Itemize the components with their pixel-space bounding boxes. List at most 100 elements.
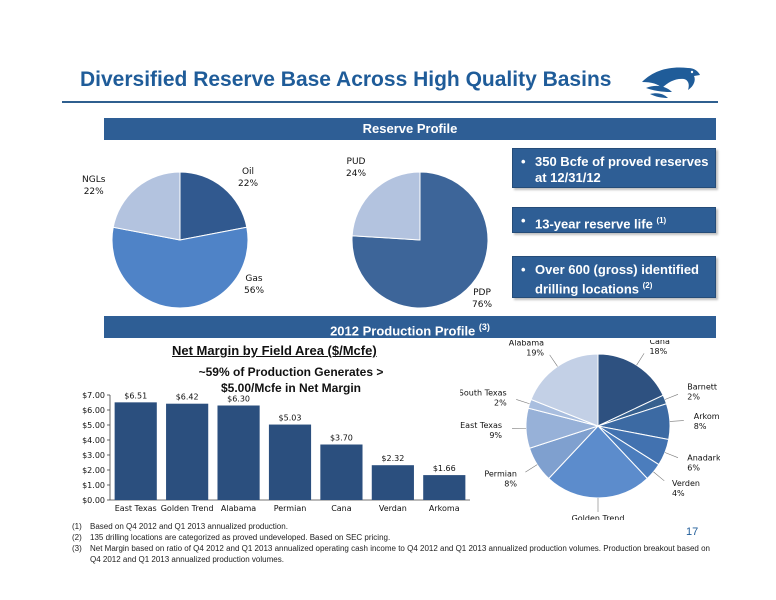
x-tick-label: Arkoma <box>429 504 460 513</box>
pie-label-gas: Gas 56% <box>244 273 264 297</box>
eagle-logo-icon <box>642 67 700 98</box>
leader-line <box>669 420 684 422</box>
pie-label-oil-name: Oil <box>241 167 255 177</box>
x-tick-label: Alabama <box>221 504 256 513</box>
slice-label-south-texas: South Texas <box>460 388 507 397</box>
callout-footnote-ref: (2) <box>642 281 653 290</box>
pie-label-oil-value: 22% <box>238 179 259 189</box>
slice-value-south-texas: 2% <box>494 398 507 407</box>
production-profile-footnote-ref: (3) <box>478 322 490 332</box>
commodity-mix-pie-chart <box>111 171 249 309</box>
callout-bullet: • <box>521 262 526 277</box>
y-tick-label: $3.00 <box>82 451 105 460</box>
callout-bullet: • <box>521 154 526 169</box>
footnote-text: Based on Q4 2012 and Q1 2013 annualized … <box>90 522 288 531</box>
footnote-3: (3) Net Margin based on ratio of Q4 2012… <box>72 543 712 565</box>
pie-label-pud-value: 24% <box>346 169 367 179</box>
leader-line <box>664 452 679 458</box>
slice-value-permian: 8% <box>504 479 517 488</box>
callout-text: 350 Bcfe of proved reserves at 12/31/12 <box>535 154 709 185</box>
leader-line <box>664 394 679 400</box>
production-profile-band: 2012 Production Profile (3) <box>104 316 716 338</box>
slice-label-verden: Verden <box>672 479 700 488</box>
bar-value-label: $6.51 <box>124 391 147 400</box>
footnotes: (1) Based on Q4 2012 and Q1 2013 annuali… <box>72 521 712 565</box>
callout-text: 13-year reserve life <box>535 216 653 232</box>
bar-value-label: $3.70 <box>330 434 353 443</box>
pie-label-ngls-name: NGLs <box>82 175 106 185</box>
pie-label-pud: PUD 24% <box>346 156 366 180</box>
page-number: 17 <box>686 526 699 538</box>
bar-golden-trend <box>166 403 209 500</box>
leader-line <box>549 354 558 367</box>
footnote-text: 135 drilling locations are categorized a… <box>90 533 391 542</box>
production-pie-slice-alabama <box>530 353 599 427</box>
pie-label-ngls-value: 22% <box>83 187 104 197</box>
slice-label-barnett: Barnett <box>687 383 717 392</box>
slice-label-cana: Cana <box>649 340 670 346</box>
slice-value-barnett: 2% <box>687 393 700 402</box>
slice-label-permian: Permian <box>484 469 517 478</box>
slice-label-arkoma: Arkoma <box>694 412 720 421</box>
bar-arkoma <box>423 475 466 500</box>
y-tick-label: $0.00 <box>82 496 105 505</box>
bar-east-texas <box>114 402 157 500</box>
y-tick-label: $2.00 <box>82 466 105 475</box>
net-margin-bar-chart: $0.00 $1.00 $2.00 $3.00 $4.00 $5.00 $6.00 $7.00… <box>82 391 470 513</box>
bar-value-label: $5.03 <box>279 414 302 423</box>
footnote-text: Net Margin based on ratio of Q4 2012 and… <box>90 544 710 564</box>
bar-cana <box>320 444 363 500</box>
callout-text: Over 600 (gross) identified drilling loc… <box>535 262 699 297</box>
slice-label-east-texas: East Texas <box>460 421 502 430</box>
callout-proved-reserves: • 350 Bcfe of proved reserves at 12/31/1… <box>512 148 716 188</box>
slice-label-anadarko: Anadarko <box>687 453 720 462</box>
callout-reserve-life: • 13-year reserve life (1) <box>512 207 716 233</box>
commodity-pie-slice-gas <box>111 226 249 309</box>
bar-value-label: $1.66 <box>433 464 456 473</box>
y-tick-label: $7.00 <box>82 391 105 400</box>
callout-footnote-ref: (1) <box>656 216 667 225</box>
net-margin-chart-subtitle: ~59% of Production Generates > $5.00/Mcf… <box>198 365 384 395</box>
slice-label-golden-trend: Golden Trend <box>572 514 625 520</box>
pie-label-ngls: NGLs 22% <box>82 174 105 198</box>
production-profile-title: 2012 Production Profile <box>330 323 476 339</box>
bar-value-label: $6.42 <box>176 393 199 402</box>
pie-label-gas-value: 56% <box>244 286 265 296</box>
reserve-profile-title: Reserve Profile <box>362 121 458 136</box>
pie-label-pdp-name: PDP <box>473 288 491 298</box>
bar-value-label: $6.30 <box>227 395 250 404</box>
callout-bullet: • <box>521 213 526 228</box>
bar-value-label: $2.32 <box>381 454 404 463</box>
bar-verdan <box>371 465 414 500</box>
footnote-2: (2) 135 drilling locations are categoriz… <box>72 532 712 543</box>
leader-line <box>653 471 665 482</box>
pie-label-gas-name: Gas <box>245 274 263 284</box>
callout-drilling-locations: • Over 600 (gross) identified drilling l… <box>512 256 716 298</box>
leader-line <box>516 399 530 405</box>
x-tick-label: Cana <box>331 504 352 513</box>
x-tick-label: Verdan <box>379 504 407 513</box>
leader-line <box>525 464 538 473</box>
pie-label-pdp: PDP 76% <box>472 287 492 311</box>
title-divider <box>62 101 718 103</box>
y-tick-label: $4.00 <box>82 436 105 445</box>
slice-value-cana: 18% <box>649 347 667 356</box>
bar-permian <box>268 424 312 500</box>
pie-label-pud-name: PUD <box>346 157 366 167</box>
x-tick-label: East Texas <box>115 504 157 513</box>
footnote-number: (3) <box>72 544 82 553</box>
slice-value-arkoma: 8% <box>694 422 707 431</box>
footnote-number: (2) <box>72 533 82 542</box>
x-tick-label: Golden Trend <box>161 504 214 513</box>
commodity-pie-slice-oil <box>179 171 248 241</box>
production-by-field-pie-chart: Cana18%Barnett2%Arkoma8%Anadarko6%Verden… <box>460 340 720 520</box>
slice-value-east-texas: 9% <box>489 431 502 440</box>
page-title: Diversified Reserve Base Across High Qua… <box>80 68 612 91</box>
y-tick-label: $6.00 <box>82 406 105 415</box>
reserve-profile-band: Reserve Profile <box>104 118 716 140</box>
slice-label-alabama: Alabama <box>509 340 544 348</box>
commodity-pie-slice-ngls <box>112 171 181 241</box>
y-tick-label: $1.00 <box>82 481 105 490</box>
x-tick-label: Permian <box>274 504 307 513</box>
footnote-number: (1) <box>72 522 82 531</box>
